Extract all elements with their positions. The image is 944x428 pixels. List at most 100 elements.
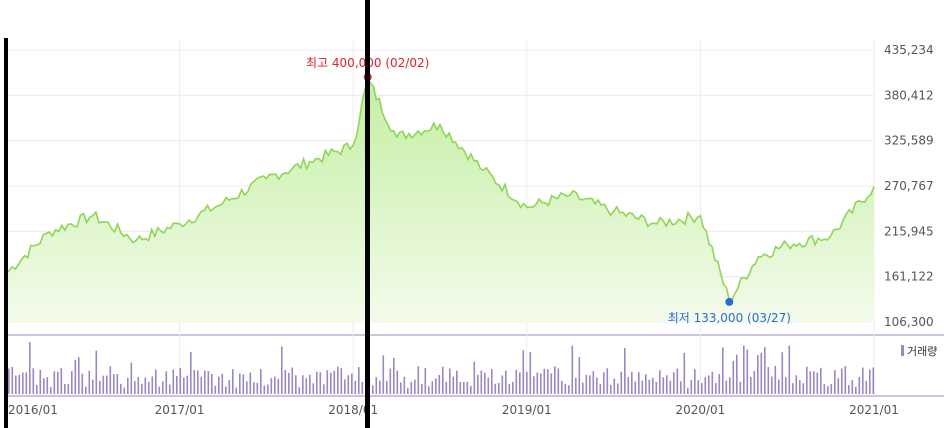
volume-bar — [669, 380, 672, 394]
volume-bar — [554, 366, 556, 394]
volume-bar — [641, 380, 644, 394]
volume-bar — [428, 386, 430, 394]
volume-bar — [620, 371, 623, 394]
volume-bar — [599, 383, 602, 394]
volume-bar — [218, 376, 220, 394]
volume-bar — [771, 376, 773, 394]
volume-bar — [242, 374, 245, 394]
volume-bar — [165, 371, 168, 394]
volume-bar — [11, 366, 14, 394]
volume-bar — [823, 384, 826, 394]
volume-bar — [102, 375, 105, 394]
volume-legend: 거래량 — [907, 345, 937, 358]
volume-bar — [795, 375, 798, 394]
volume-bar — [410, 381, 413, 394]
x-tick-label: 2018/01 — [328, 403, 378, 417]
volume-bar — [673, 372, 675, 394]
volume-bar — [382, 355, 385, 394]
volume-bar — [162, 381, 164, 394]
volume-bar — [263, 385, 266, 394]
x-tick-label: 2017/01 — [155, 403, 205, 417]
volume-bar — [239, 373, 241, 394]
volume-bar — [872, 367, 875, 394]
volume-bar — [256, 382, 259, 394]
volume-bar — [848, 384, 850, 394]
volume-bar — [540, 373, 542, 394]
volume-bar — [39, 369, 42, 394]
volume-bar — [179, 368, 182, 394]
volume-bar — [774, 365, 777, 394]
volume-bar — [767, 367, 770, 394]
volume-bar — [820, 367, 822, 394]
volume-bar — [760, 352, 763, 394]
volume-bar — [393, 357, 395, 394]
volume-bar — [505, 370, 507, 394]
volume-bar — [547, 369, 549, 394]
volume-bar — [711, 371, 714, 394]
volume-bar — [578, 357, 581, 394]
volume-bar — [627, 377, 630, 394]
y-tick-label: 215,945 — [884, 224, 934, 238]
volume-bar — [18, 374, 21, 394]
volume-bar — [169, 384, 171, 394]
volume-bar — [725, 380, 728, 394]
volume-bar — [841, 368, 843, 394]
volume-bar — [855, 386, 857, 394]
volume-bar — [781, 352, 784, 394]
volume-bar — [50, 387, 52, 394]
y-tick-label: 380,412 — [884, 88, 934, 102]
volume-bar — [130, 362, 133, 394]
volume-bar — [403, 376, 406, 394]
volume-bar — [806, 366, 808, 394]
volume-bar — [764, 347, 766, 394]
volume-bar — [480, 370, 483, 394]
y-axis-ticks: 435,234 380,412 325,589 270,767 215,945 161,1… — [884, 43, 934, 329]
volume-bar — [746, 349, 749, 394]
volume-bar — [445, 381, 448, 394]
volume-bar — [190, 351, 192, 394]
volume-bar — [739, 381, 742, 394]
volume-bar — [438, 375, 441, 394]
volume-bar — [463, 382, 465, 394]
volume-bar — [501, 375, 504, 394]
volume-bar — [106, 375, 108, 394]
volume-bar — [830, 383, 833, 394]
volume-bar — [172, 369, 175, 394]
volume-bar — [449, 368, 451, 394]
volume-bar — [270, 378, 273, 394]
volume-bar — [596, 377, 598, 394]
volume-bar — [99, 380, 101, 394]
volume-bar — [809, 371, 812, 394]
volume-bar — [568, 385, 570, 394]
volume-bar — [799, 380, 801, 394]
volume-bar — [53, 371, 56, 394]
volume-bar — [211, 374, 213, 394]
x-tick-label: 2016/01 — [8, 403, 58, 417]
volume-bar — [813, 371, 815, 394]
volume-bar — [603, 372, 605, 394]
volume-bar — [295, 375, 297, 394]
volume-bar — [78, 357, 80, 394]
y-tick-label: 106,300 — [884, 315, 934, 329]
volume-bar — [473, 361, 476, 394]
volume-bar — [158, 386, 161, 394]
volume-bar — [351, 373, 353, 394]
volume-bar — [802, 383, 805, 394]
y-tick-label: 161,122 — [884, 270, 934, 284]
volume-bar — [414, 379, 416, 394]
volume-bar — [456, 370, 458, 394]
y-tick-label: 270,767 — [884, 179, 934, 193]
volume-bar — [638, 372, 640, 394]
volume-bar — [235, 387, 238, 394]
volume-bar — [281, 346, 283, 394]
volume-bar — [358, 367, 360, 394]
volume-bar — [123, 387, 126, 394]
volume-bar — [113, 374, 115, 394]
volume-bar — [571, 345, 574, 394]
volume-bar — [148, 381, 150, 394]
volume-bar — [407, 387, 409, 394]
volume-bar — [526, 371, 528, 394]
volume-bar — [151, 376, 154, 394]
volume-bar — [736, 354, 738, 394]
volume-bar — [389, 368, 392, 394]
